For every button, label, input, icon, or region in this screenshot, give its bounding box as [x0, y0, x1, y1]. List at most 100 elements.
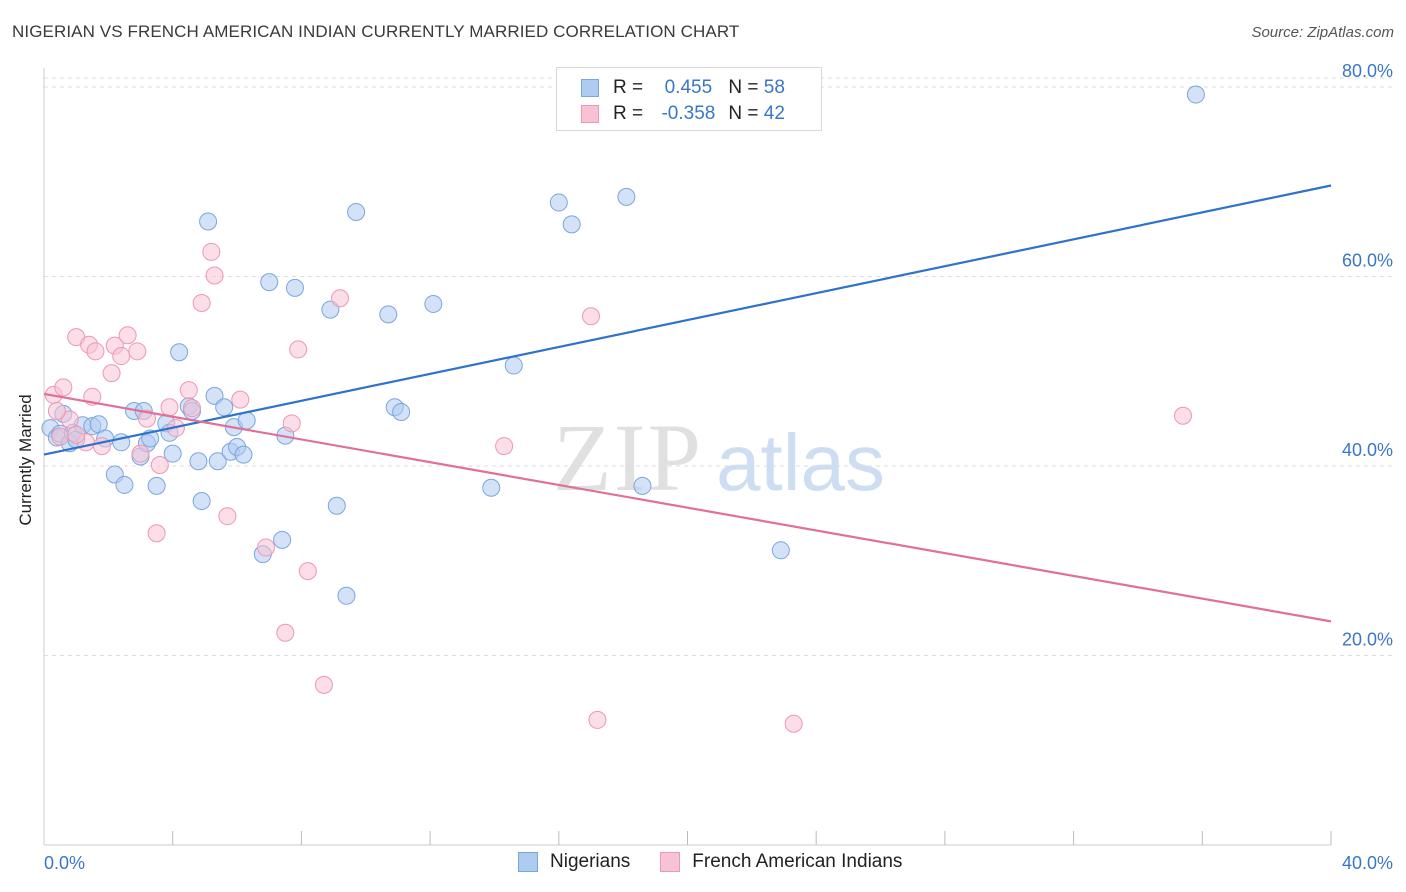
- source-label: Source: ZipAtlas.com: [1251, 24, 1394, 41]
- nigerian-point: [192, 492, 211, 511]
- legend-n-value: 42: [763, 103, 785, 124]
- correlation-legend: R = 0.455 N = 58 R = -0.358 N = 42: [556, 67, 822, 131]
- nigerian-point: [633, 476, 652, 495]
- french-american-indian-point: [183, 399, 202, 418]
- nigerian-point: [115, 475, 134, 494]
- nigerian-point: [347, 203, 366, 222]
- legend-n-label: N =: [728, 103, 759, 124]
- french-american-indian-point: [51, 427, 70, 446]
- nigerian-point: [189, 452, 208, 471]
- french-american-indian-point: [588, 710, 607, 729]
- french-american-indian-point: [179, 381, 198, 400]
- watermark: ZIP atlas: [553, 404, 885, 511]
- french-american-indian-point: [784, 714, 803, 733]
- french-american-indian-point: [1173, 406, 1192, 425]
- nigerian-point: [215, 398, 234, 417]
- french-american-indian-point: [118, 326, 137, 345]
- trend-lines: [43, 184, 1332, 623]
- nigerian-point: [199, 212, 218, 231]
- french-american-indian-point: [331, 289, 350, 308]
- y-tick-label: 80.0%: [1342, 61, 1393, 81]
- nigerian-point: [1186, 85, 1205, 104]
- nigerian-point: [379, 305, 398, 324]
- legend-r-value: 0.455: [664, 77, 713, 98]
- watermark-atlas: atlas: [716, 418, 885, 507]
- french-american-indian-point: [131, 444, 150, 463]
- french-american-indian-point: [150, 456, 169, 475]
- legend-n-value: 58: [763, 77, 785, 98]
- nigerians-points: [41, 85, 1205, 605]
- french-american-indian-point: [289, 340, 308, 359]
- nigerian-point: [337, 586, 356, 605]
- x-tick-labels: 0.0% 40.0%: [44, 853, 1393, 873]
- legend-swatch-pink: [581, 105, 599, 123]
- nigerian-point: [170, 343, 189, 362]
- nigerian-point: [327, 496, 346, 515]
- legend-r-label: R =: [613, 103, 644, 124]
- french-american-indian-point: [86, 342, 105, 361]
- chart-title: NIGERIAN VS FRENCH AMERICAN INDIAN CURRE…: [12, 22, 740, 41]
- french-american-indian-point: [257, 538, 276, 557]
- french-american-indian-point: [102, 364, 121, 383]
- french-american-indian-point: [581, 307, 600, 326]
- french-american-indian-point: [202, 242, 221, 261]
- french-american-indian-point: [47, 402, 66, 421]
- legend-n-label: N =: [728, 77, 759, 98]
- y-tick-label: 60.0%: [1342, 250, 1393, 270]
- x-ticks: [172, 831, 1332, 845]
- nigerian-point: [147, 476, 166, 495]
- legend-r-value: -0.358: [661, 103, 716, 124]
- series-swatch-blue: [518, 852, 538, 872]
- series-legend-french-american-indians: French American Indians: [660, 851, 902, 873]
- y-tick-label: 20.0%: [1342, 629, 1393, 649]
- series-name-nigerians: Nigerians: [550, 851, 631, 872]
- series-name-french-american-indians: French American Indians: [692, 851, 903, 872]
- nigerian-point: [562, 215, 581, 234]
- nigerian-point: [617, 187, 636, 206]
- nigerian-point: [549, 193, 568, 212]
- french-american-indian-point: [314, 675, 333, 694]
- legend-swatch-blue: [581, 79, 599, 97]
- french-american-indian-point: [137, 409, 156, 428]
- french-american-indian-point: [282, 414, 301, 433]
- french-american-indian-point: [112, 347, 131, 366]
- french-american-indian-point: [160, 398, 179, 417]
- french-american-indians-points: [44, 242, 1192, 733]
- french-american-indian-point: [276, 623, 295, 642]
- french-american-indians-trend-line: [43, 392, 1332, 623]
- nigerian-point: [273, 530, 292, 549]
- legend-row-nigerians: R = 0.455 N = 58: [581, 76, 785, 100]
- legend-r-label: R =: [613, 77, 644, 98]
- nigerian-point: [771, 541, 790, 560]
- nigerian-point: [285, 278, 304, 297]
- gridlines: [44, 77, 1394, 656]
- nigerian-point: [504, 356, 523, 375]
- x-tick-label: 0.0%: [44, 853, 85, 873]
- nigerian-point: [424, 294, 443, 313]
- nigerians-trend-line: [43, 184, 1332, 456]
- y-tick-labels: 20.0% 40.0% 60.0% 80.0%: [1342, 61, 1393, 650]
- french-american-indian-point: [147, 524, 166, 543]
- french-american-indian-point: [192, 293, 211, 312]
- x-tick-label: 40.0%: [1342, 853, 1393, 873]
- nigerian-point: [163, 444, 182, 463]
- y-tick-label: 40.0%: [1342, 440, 1393, 460]
- french-american-indian-point: [60, 410, 79, 429]
- nigerian-point: [234, 445, 253, 464]
- french-american-indian-point: [67, 425, 86, 444]
- french-american-indian-point: [128, 342, 147, 361]
- french-american-indian-point: [205, 266, 224, 285]
- legend-row-french-american-indians: R = -0.358 N = 42: [581, 102, 785, 126]
- french-american-indian-point: [495, 437, 514, 456]
- series-legend-nigerians: Nigerians: [518, 851, 630, 873]
- series-swatch-pink: [660, 852, 681, 872]
- nigerian-point: [482, 478, 501, 497]
- french-american-indian-point: [92, 437, 111, 456]
- french-american-indian-point: [231, 390, 250, 409]
- french-american-indian-point: [218, 507, 237, 526]
- series-legend: Nigerians French American Indians: [518, 851, 932, 873]
- watermark-zip: ZIP: [553, 404, 703, 511]
- french-american-indian-point: [54, 378, 73, 397]
- nigerian-point: [392, 402, 411, 421]
